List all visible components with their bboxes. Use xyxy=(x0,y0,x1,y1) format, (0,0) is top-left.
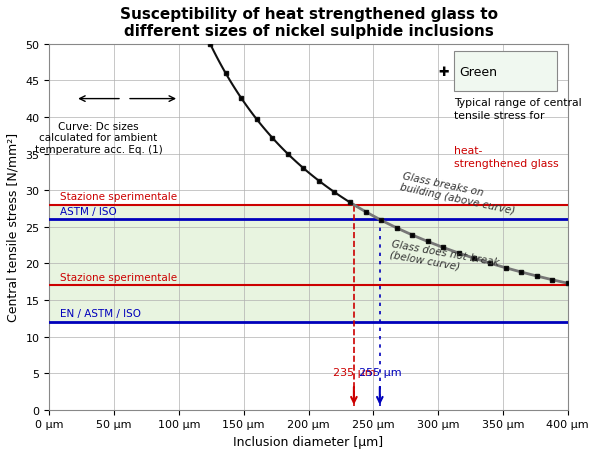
Title: Susceptibility of heat strengthened glass to
different sizes of nickel sulphide : Susceptibility of heat strengthened glas… xyxy=(119,7,497,39)
FancyBboxPatch shape xyxy=(454,52,557,92)
Text: Glass does not break
(below curve): Glass does not break (below curve) xyxy=(389,238,500,278)
Text: heat-
strengthened glass: heat- strengthened glass xyxy=(454,146,559,168)
Text: Stazione sperimentale: Stazione sperimentale xyxy=(60,192,177,202)
Text: Stazione sperimentale: Stazione sperimentale xyxy=(60,272,177,282)
Text: Curve: Dc sizes
calculated for ambient
temperature acc. Eq. (1): Curve: Dc sizes calculated for ambient t… xyxy=(35,121,163,154)
Text: EN / ASTM / ISO: EN / ASTM / ISO xyxy=(60,308,141,318)
Text: ASTM / ISO: ASTM / ISO xyxy=(60,206,116,216)
Y-axis label: Central tensile stress [N/mm²]: Central tensile stress [N/mm²] xyxy=(7,133,20,322)
Text: Glass breaks on
building (above curve): Glass breaks on building (above curve) xyxy=(399,171,518,216)
Text: 255 μm: 255 μm xyxy=(359,367,401,377)
Text: 235 μm: 235 μm xyxy=(332,367,375,377)
X-axis label: Inclusion diameter [μm]: Inclusion diameter [μm] xyxy=(233,435,383,448)
Text: Typical range of central
tensile stress for: Typical range of central tensile stress … xyxy=(454,98,581,121)
Text: Green: Green xyxy=(459,66,497,78)
Text: ✚: ✚ xyxy=(438,66,449,78)
